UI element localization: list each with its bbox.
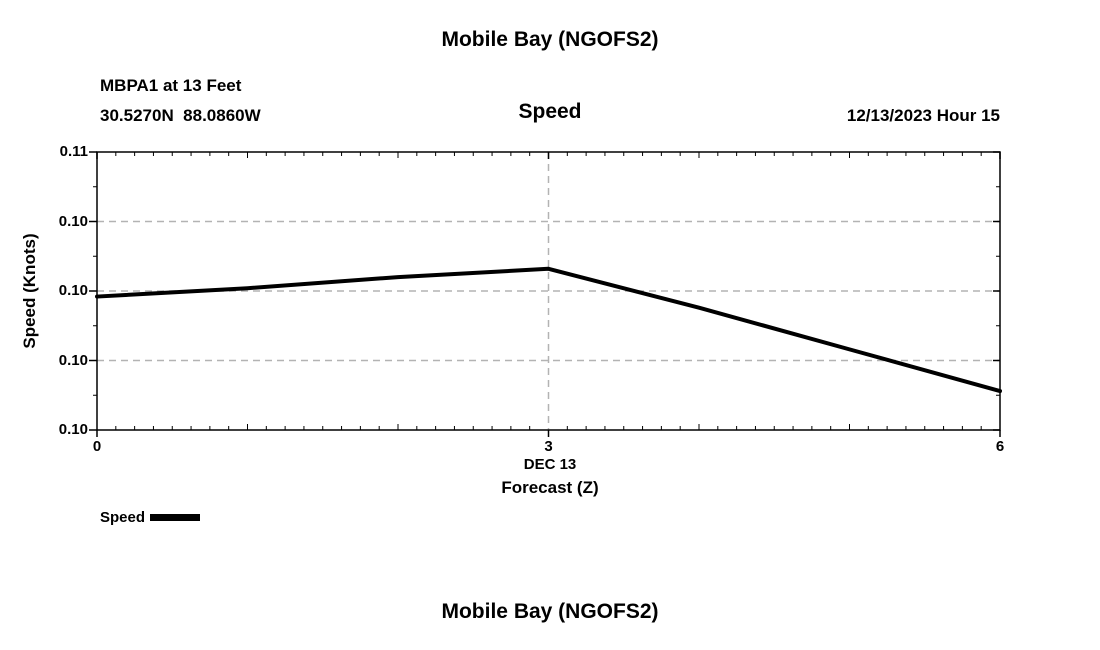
page-title: Mobile Bay (NGOFS2) <box>441 28 659 51</box>
next-chart-title: Mobile Bay (NGOFS2) <box>441 600 659 623</box>
y-tick-label: 0.10 <box>58 282 88 299</box>
y-tick-label: 0.11 <box>59 143 88 160</box>
y-tick-label: 0.10 <box>58 421 88 438</box>
y-tick-label: 0.10 <box>58 212 88 230</box>
y-axis-label: Speed (Knots) <box>20 233 39 349</box>
legend-line-swatch <box>150 514 201 521</box>
station-coordinates: 30.5270N 88.0860W <box>100 106 261 125</box>
x-axis-label: Forecast (Z) <box>501 478 599 497</box>
x-tick-label: 6 <box>995 438 1005 455</box>
x-axis-date-label: DEC 13 <box>523 456 577 473</box>
station-name: MBPA1 at 13 Feet <box>100 76 242 95</box>
x-tick-label: 3 <box>544 438 553 455</box>
y-tick-label: 0.10 <box>58 351 88 369</box>
x-tick-label: 0 <box>92 438 102 455</box>
legend: Speed <box>100 509 201 526</box>
forecast-timestamp: 12/13/2023 Hour 15 <box>846 106 1000 125</box>
chart-title: Speed <box>518 100 582 123</box>
legend-series-label: Speed <box>100 509 146 526</box>
